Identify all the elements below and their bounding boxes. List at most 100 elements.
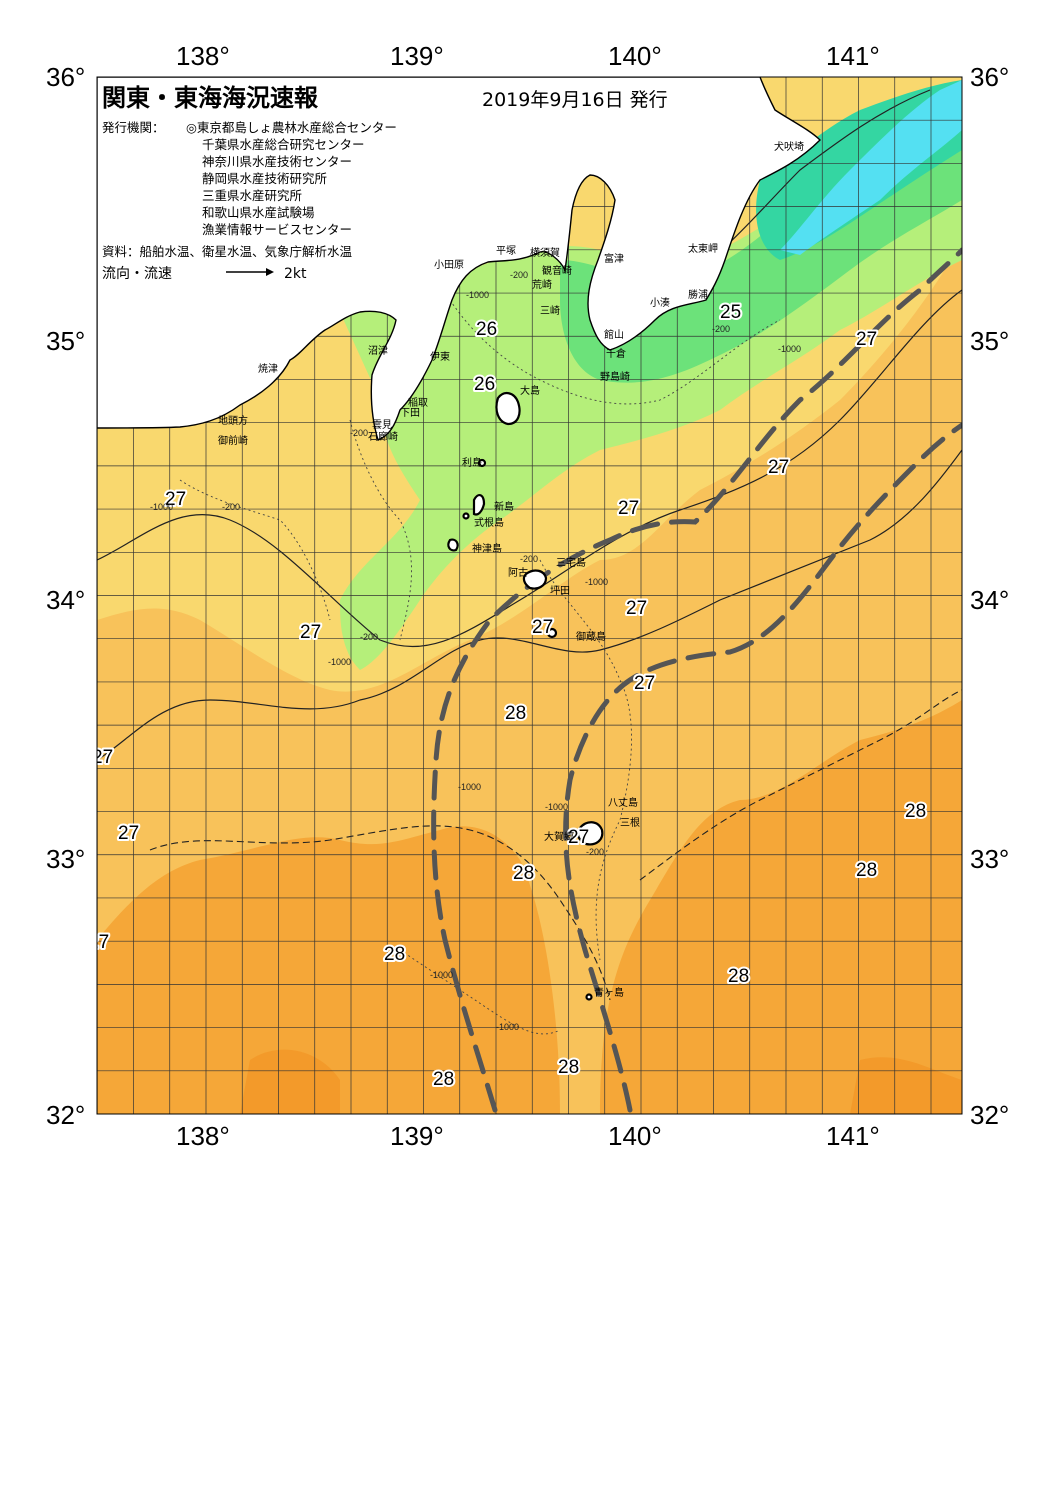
place-label: 八丈島	[608, 796, 638, 809]
place-label: 観音崎	[542, 264, 572, 277]
islands	[447, 392, 604, 1001]
place-label: 焼津	[258, 363, 278, 375]
current-scale-label: 2kt	[284, 266, 307, 282]
lat-label-left: 32°	[46, 1100, 85, 1130]
temp-label: 28	[728, 966, 749, 987]
depth-label: -1000	[778, 344, 801, 354]
temp-label: 27	[88, 932, 109, 953]
lon-label-bottom: 138°	[176, 1121, 230, 1151]
place-label: 千倉	[606, 347, 626, 360]
island-shikinejima	[462, 512, 470, 520]
issuer-item: 和歌山県水産試験場	[202, 205, 315, 220]
sea-warm-patch	[850, 1057, 962, 1114]
depth-label: -200	[510, 270, 528, 280]
depth-label: -1000	[458, 782, 481, 792]
temp-label: 27	[634, 673, 655, 694]
island-aogashima	[585, 993, 593, 1001]
lat-label-left: 36°	[46, 62, 85, 92]
issue-date: 2019年9月16日 発行	[482, 89, 668, 111]
lat-label-right: 36°	[970, 62, 1009, 92]
depth-label: -200	[350, 428, 368, 438]
lat-label-right: 33°	[970, 844, 1009, 874]
depth-labels: -200 -1000 -200 -1000 -200 -1000 -200 -1…	[150, 270, 801, 1032]
lon-label-top: 140°	[608, 41, 662, 71]
temp-label: 27	[300, 622, 321, 643]
map-frame	[96, 76, 963, 1115]
kuroshio-path-main	[431, 247, 962, 1113]
lon-label-top: 138°	[176, 41, 230, 71]
temp-label: 28	[433, 1069, 454, 1090]
lon-label-bottom: 141°	[826, 1121, 880, 1151]
issuer-item: 漁業情報サービスセンター	[202, 222, 352, 237]
depth-label: -1000	[585, 577, 608, 587]
place-label: 小田原	[434, 259, 464, 271]
place-label: 小湊	[650, 296, 670, 309]
place-label: 下田	[400, 408, 420, 419]
temp-label: 27	[626, 598, 647, 619]
temp-label: 25	[720, 302, 741, 323]
depth-label: -1000	[545, 802, 568, 812]
place-label: 利島	[462, 456, 482, 469]
place-label: 石廊崎	[368, 430, 398, 443]
place-label: 勝浦	[688, 288, 708, 301]
depth-label: -200	[360, 632, 378, 642]
place-label: 館山	[604, 328, 624, 341]
place-label: 三崎	[540, 304, 560, 317]
issuer-item: ◎東京都島しょ農林水産総合センター	[186, 120, 397, 135]
place-label: 大賀郷	[544, 830, 574, 843]
place-label: 御蔵島	[576, 630, 606, 643]
temp-label: 27	[568, 827, 589, 848]
lat-label-left: 33°	[46, 844, 85, 874]
depth-label: -200	[520, 554, 538, 564]
temp-label: 28	[856, 860, 877, 881]
island-hachijojima	[576, 821, 604, 846]
issuer-item: 三重県水産研究所	[202, 188, 302, 203]
place-label: 坪田	[550, 584, 570, 597]
sea-20-zone	[780, 80, 962, 255]
place-label: 雲見	[372, 419, 392, 431]
depth-label: -1000	[150, 502, 173, 512]
land-honshu	[97, 77, 821, 441]
lon-label-bottom: 139°	[390, 1121, 444, 1151]
place-label: 神津島	[472, 542, 502, 555]
temp-label: 27	[618, 498, 639, 519]
place-label: 御前崎	[218, 434, 248, 447]
issuer-item: 神奈川県水産技術センター	[202, 154, 352, 169]
temperature-labels: 25 26 26 27 27 27 27 27 27 27 27 27 27 2…	[88, 300, 928, 1165]
temp-label: 28	[558, 1057, 579, 1078]
place-label: 地頭方	[218, 414, 248, 427]
lat-label-left: 35°	[46, 326, 85, 356]
isotherm-line	[97, 289, 962, 648]
lat-label-right: 35°	[970, 326, 1009, 356]
place-label: 青ヶ島	[594, 986, 624, 999]
temp-label: 27	[532, 617, 553, 638]
issuer-block: 発行機関： ◎東京都島しょ農林水産総合センター 千葉県水産総合研究センター 神奈…	[102, 120, 397, 259]
place-label: 富津	[604, 252, 624, 265]
depth-label: -200	[222, 502, 240, 512]
depth-label: -1000	[496, 1022, 519, 1032]
place-label: 式根島	[474, 516, 504, 529]
lat-label-right: 32°	[970, 1100, 1009, 1130]
temp-label: 27	[92, 747, 113, 768]
temp-label: 28	[513, 863, 534, 884]
temp-label: 27	[165, 489, 186, 510]
issuer-item: 千葉県水産総合研究センター	[202, 137, 365, 152]
island-niijima	[472, 494, 486, 516]
temp-label: 27	[768, 457, 789, 478]
place-label: 太東岬	[688, 242, 718, 255]
place-label: 平塚	[496, 245, 516, 257]
issuers-label: 発行機関：	[102, 120, 165, 135]
temp-label: 28	[384, 944, 405, 965]
place-names: 犬吠埼 太東岬 勝浦 小湊 館山 千倉 野島崎 富津 観音崎 横須賀 平塚 荒崎…	[218, 140, 804, 999]
lat-label-right: 34°	[970, 585, 1009, 615]
temp-label: 27	[118, 823, 139, 844]
island-miyakejima	[522, 569, 548, 590]
temp-label: 28	[900, 1144, 921, 1165]
isotherm-line	[639, 689, 962, 881]
map-area: 25 26 26 27 27 27 27 27 27 27 27 27 27 2…	[88, 77, 962, 1165]
island-oshima	[495, 392, 521, 426]
temp-label: 28	[905, 801, 926, 822]
place-label: 犬吠埼	[774, 140, 804, 153]
current-scale-arrowhead	[266, 268, 274, 276]
depth-contour	[539, 559, 632, 961]
